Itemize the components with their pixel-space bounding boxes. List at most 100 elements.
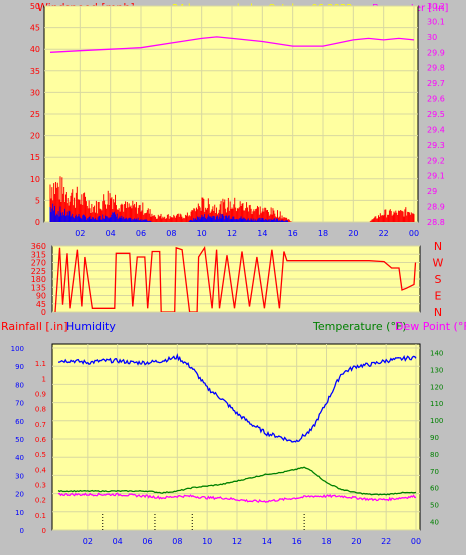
barometer-tick-label: 28.8 — [427, 218, 445, 227]
temperature-line — [57, 466, 417, 496]
temp-x-tick-label: 18 — [321, 537, 331, 546]
temperature-tick-label: 70 — [430, 468, 439, 476]
rainfall-tick-label: 1 — [42, 375, 46, 383]
temperature-tick-label: 130 — [430, 366, 443, 374]
wind-direction-grid — [52, 245, 420, 313]
barometer-tick-label: 30.2 — [427, 2, 445, 11]
wind-x-tick-label: 10 — [197, 229, 207, 238]
temp-x-tick-label: 22 — [381, 537, 391, 546]
temp-humidity-plot-area — [51, 343, 421, 531]
humidity-tick-label: 60 — [15, 418, 24, 426]
wind-x-tick-label: 12 — [227, 229, 237, 238]
humidity-axis-label: Humidity — [66, 320, 116, 333]
dewpoint-axis-label: Dew Point (°F) — [395, 320, 466, 333]
wind-x-tick-label: 08 — [166, 229, 176, 238]
wind-x-tick-label: 22 — [379, 229, 389, 238]
barometer-tick-label: 29.9 — [427, 48, 445, 57]
wind-x-tick-label: 02 — [75, 229, 85, 238]
temp-x-tick-label: 20 — [351, 537, 361, 546]
rainfall-axis-label: Rainfall [.in] — [1, 320, 68, 333]
rainfall-tick-label: 0.9 — [35, 391, 46, 399]
direction-tick-label: 180 — [31, 275, 46, 284]
barometer-tick-label: 29.5 — [427, 110, 445, 119]
rainfall-tick-label: 0.1 — [35, 512, 46, 520]
humidity-tick-label: 10 — [15, 509, 24, 517]
direction-tick-label: 315 — [31, 250, 46, 259]
humidity-tick-label: 40 — [15, 454, 24, 462]
barometer-tick-label: 30.1 — [427, 17, 445, 26]
humidity-tick-label: 0 — [20, 527, 24, 535]
windspeed-tick-label: 15 — [30, 153, 40, 162]
temperature-tick-label: 40 — [430, 519, 439, 527]
wind-x-tick-label: 06 — [136, 229, 146, 238]
windspeed-tick-label: 25 — [30, 110, 40, 119]
temperature-tick-label: 90 — [430, 434, 439, 442]
temp-x-ticks: 02 04 06 08 10 12 14 16 18 20 22 00 — [83, 537, 421, 546]
barometer-line — [49, 36, 415, 53]
temperature-ticks: 140 130 120 110 100 90 80 70 60 50 40 — [430, 349, 443, 526]
wind-x-tick-label: 18 — [318, 229, 328, 238]
humidity-tick-label: 50 — [15, 436, 24, 444]
windspeed-tick-label: 5 — [35, 196, 40, 205]
barometer-tick-label: 28.9 — [427, 203, 445, 212]
barometer-tick-label: 29 — [427, 187, 437, 196]
barometer-tick-label: 29.3 — [427, 141, 445, 150]
rainfall-tick-label: 0 — [42, 527, 46, 535]
direction-tick-label: 90 — [36, 292, 46, 301]
direction-tick-label: 360 — [31, 242, 46, 251]
rainfall-tick-label: 1.1 — [35, 360, 46, 368]
direction-tick-label: 270 — [31, 259, 46, 268]
wind-x-tick-label: 20 — [348, 229, 358, 238]
direction-tick-label: 0 — [41, 308, 46, 317]
humidity-tick-label: 30 — [15, 472, 24, 480]
temp-x-tick-label: 16 — [292, 537, 302, 546]
temp-x-tick-label: 04 — [113, 537, 123, 546]
temperature-tick-label: 60 — [430, 485, 439, 493]
barometer-tick-label: 30 — [427, 33, 437, 42]
barometer-tick-label: 29.1 — [427, 172, 445, 181]
wind-direction-line — [54, 246, 417, 312]
barometer-tick-label: 29.6 — [427, 95, 445, 104]
windspeed-tick-label: 50 — [30, 2, 40, 11]
windspeed-tick-label: 35 — [30, 67, 40, 76]
windspeed-tick-label: 30 — [30, 88, 40, 97]
rainfall-tick-label: 0.2 — [35, 497, 46, 505]
windspeed-tick-label: 10 — [30, 175, 40, 184]
wind-x-tick-label: 00 — [409, 229, 419, 238]
wind-x-tick-label: 04 — [106, 229, 116, 238]
humidity-tick-label: 80 — [15, 381, 24, 389]
temp-x-tick-label: 06 — [142, 537, 152, 546]
direction-tick-label: 45 — [36, 300, 46, 309]
temperature-tick-label: 100 — [430, 417, 443, 425]
temp-humidity-grid — [52, 344, 420, 531]
barometer-tick-label: 29.8 — [427, 64, 445, 73]
windspeed-tick-label: 45 — [30, 24, 40, 33]
temperature-tick-label: 110 — [430, 400, 443, 408]
rainfall-tick-label: 0.5 — [35, 451, 46, 459]
temp-x-tick-label: 14 — [262, 537, 272, 546]
compass-tick-label: W — [433, 257, 444, 270]
rainfall-ticks: 1.1 1 0.9 0.8 0.7 0.6 0.5 0.4 0.3 0.2 0.1 0 — [35, 360, 47, 535]
wind-x-ticks: 02 04 06 08 10 12 14 16 18 20 22 00 — [75, 229, 419, 238]
humidity-tick-label: 100 — [11, 345, 24, 353]
rainfall-tick-label: 0.4 — [35, 466, 47, 474]
barometer-ticks: 30.2 30.1 30 29.9 29.8 29.7 29.6 29.5 29.4 29.3 29… — [427, 2, 445, 227]
compass-tick-label: N — [434, 306, 442, 319]
humidity-tick-label: 70 — [15, 400, 24, 408]
wind-x-tick-label: 16 — [288, 229, 298, 238]
temp-x-tick-label: 08 — [172, 537, 182, 546]
rainfall-tick-label: 0.7 — [35, 421, 46, 429]
windspeed-tick-label: 40 — [30, 45, 40, 54]
temp-x-tick-label: 02 — [83, 537, 93, 546]
wind-barometer-grid — [44, 5, 418, 223]
barometer-tick-label: 29.4 — [427, 125, 445, 134]
windspeed-tick-label: 0 — [35, 218, 40, 227]
temperature-axis-label: Temperature (°F) — [312, 320, 407, 333]
barometer-tick-label: 29.2 — [427, 156, 445, 165]
compass-tick-label: E — [435, 290, 442, 303]
